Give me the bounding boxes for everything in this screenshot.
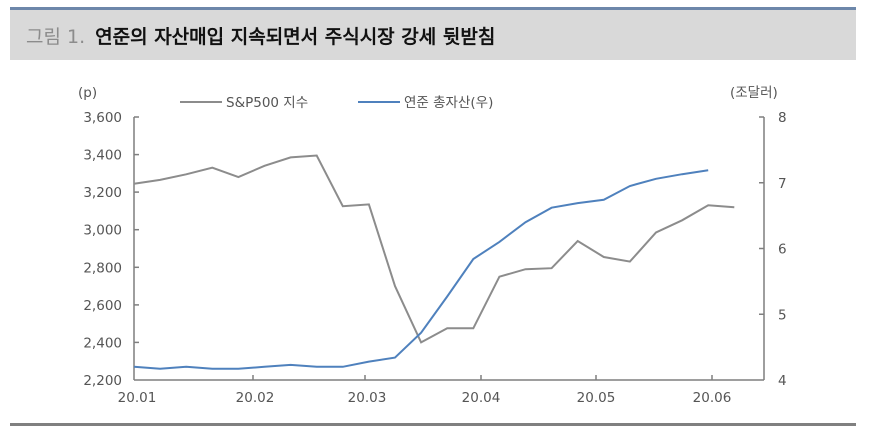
legend-label-fed: 연준 총자산(우) [404, 95, 493, 111]
left-tick-label: 2,200 [83, 373, 122, 389]
figure-title: 연준의 자산매입 지속되면서 주식시장 강세 뒷받침 [95, 25, 496, 48]
x-axis-labels: 20.01 20.02 20.03 20.04 20.05 20.06 [118, 390, 732, 406]
figure-label: 그림 1. [26, 25, 86, 48]
right-tick-label: 5 [778, 307, 787, 323]
left-tick-label: 2,600 [83, 298, 122, 314]
legend-label-sp500: S&P500 지수 [226, 95, 308, 111]
left-axis-unit: (p) [78, 85, 97, 101]
x-tick-label: 20.05 [577, 390, 616, 406]
left-tick-label: 3,200 [83, 185, 122, 201]
left-axis-labels: 3,600 3,400 3,200 3,000 2,800 2,600 2,40… [83, 110, 122, 389]
left-tick-label: 2,800 [83, 260, 122, 276]
right-tick-label: 4 [778, 373, 787, 389]
left-tick-label: 3,600 [83, 110, 122, 126]
fed-assets-line [133, 169, 709, 370]
top-rule [10, 7, 856, 10]
x-tick-label: 20.04 [462, 390, 501, 406]
right-tick-label: 7 [778, 176, 787, 192]
title-bar: 그림 1. 연준의 자산매입 지속되면서 주식시장 강세 뒷받침 [10, 10, 856, 60]
right-tick-label: 6 [778, 242, 787, 258]
bottom-rule [10, 423, 856, 426]
right-axis-labels: 8 7 6 5 4 [778, 110, 787, 389]
left-tick-label: 3,000 [83, 223, 122, 239]
right-tick-label: 8 [778, 110, 787, 126]
x-tick-label: 20.03 [348, 390, 387, 406]
legend: S&P500 지수 연준 총자산(우) [180, 95, 493, 111]
x-tick-label: 20.02 [236, 390, 275, 406]
axes [133, 116, 765, 381]
right-axis-unit: (조달러) [730, 85, 778, 101]
sp500-line [133, 154, 735, 344]
left-tick-label: 2,400 [83, 335, 122, 351]
x-tick-label: 20.06 [693, 390, 732, 406]
x-tick-label: 20.01 [118, 390, 157, 406]
left-tick-label: 3,400 [83, 148, 122, 164]
